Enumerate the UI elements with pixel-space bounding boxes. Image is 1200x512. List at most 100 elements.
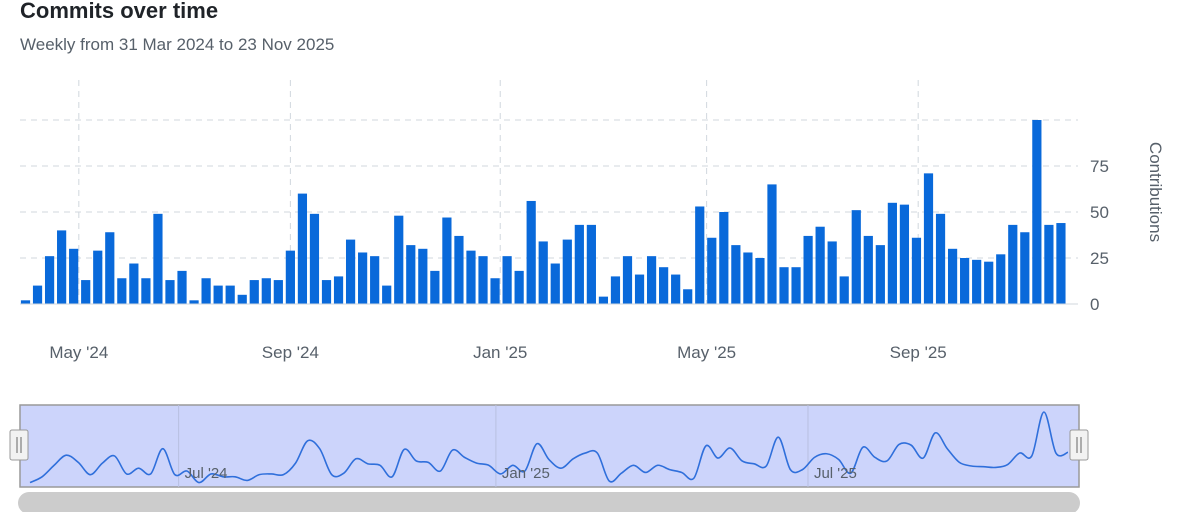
bar[interactable] [237, 294, 247, 304]
bar[interactable] [81, 280, 91, 304]
navigator[interactable]: Jul '24 Jan '25 Jul '25 [9, 404, 1089, 488]
bar[interactable] [358, 252, 368, 304]
bar[interactable] [598, 296, 609, 304]
bar[interactable] [683, 289, 693, 304]
bar[interactable] [478, 256, 488, 304]
bar[interactable] [514, 270, 524, 304]
bar[interactable] [418, 248, 428, 304]
bar[interactable] [201, 278, 211, 304]
bar[interactable] [20, 300, 31, 304]
bar[interactable] [538, 241, 548, 304]
navigator-left-handle[interactable] [9, 429, 29, 461]
bar[interactable] [875, 245, 885, 304]
bar[interactable] [695, 206, 705, 304]
navigator-grid [178, 405, 809, 487]
bar[interactable] [44, 256, 55, 304]
bar[interactable] [249, 280, 259, 304]
bar[interactable] [996, 254, 1006, 304]
bar[interactable] [610, 276, 621, 304]
bar[interactable] [309, 213, 320, 304]
bar[interactable] [129, 263, 139, 304]
x-tick-label: Sep '25 [890, 343, 947, 362]
bar[interactable] [562, 239, 572, 304]
bar[interactable] [117, 278, 127, 304]
bar[interactable] [755, 258, 765, 304]
bar[interactable] [394, 215, 404, 304]
bar[interactable] [1032, 120, 1042, 304]
bar[interactable] [1056, 223, 1066, 304]
bar[interactable] [141, 278, 151, 304]
bar[interactable] [923, 173, 934, 304]
bar[interactable] [430, 270, 440, 304]
bar[interactable] [297, 193, 308, 304]
navigator-scrollbar[interactable] [18, 492, 1080, 512]
bar[interactable] [863, 235, 873, 304]
bar[interactable] [911, 237, 922, 304]
bar[interactable] [622, 256, 633, 304]
bar[interactable] [285, 250, 295, 304]
navigator-series-line [29, 411, 1069, 484]
y-tick-label: 0 [1090, 295, 1099, 314]
bar[interactable] [225, 285, 235, 304]
bar[interactable] [69, 248, 79, 304]
bar[interactable] [851, 210, 861, 304]
bar[interactable] [345, 239, 356, 304]
bar[interactable] [707, 237, 717, 304]
bar[interactable] [105, 232, 115, 304]
navigator-tick-label: Jul '24 [185, 465, 228, 482]
bar[interactable] [574, 224, 584, 304]
bar[interactable] [382, 285, 392, 304]
bar[interactable] [261, 278, 271, 304]
bar[interactable] [189, 300, 199, 304]
bar[interactable] [646, 256, 657, 304]
bar[interactable] [634, 274, 645, 304]
navigator-selection[interactable] [19, 404, 1080, 488]
bar[interactable] [1008, 224, 1018, 304]
bar[interactable] [490, 278, 500, 304]
y-tick-label: 75 [1090, 157, 1109, 176]
bar[interactable] [815, 226, 825, 304]
bar[interactable] [947, 248, 958, 304]
bar[interactable] [719, 212, 729, 304]
navigator-right-handle[interactable] [1069, 429, 1089, 461]
bar[interactable] [671, 274, 681, 304]
bar[interactable] [502, 256, 512, 304]
bar[interactable] [93, 250, 103, 304]
bar[interactable] [370, 256, 380, 304]
bar[interactable] [779, 267, 789, 304]
bar[interactable] [57, 230, 67, 304]
bar[interactable] [827, 241, 837, 304]
bar[interactable] [454, 235, 464, 304]
bar[interactable] [406, 245, 416, 304]
bar[interactable] [972, 259, 982, 304]
bar[interactable] [32, 285, 43, 304]
bar[interactable] [321, 280, 332, 304]
bar[interactable] [839, 276, 849, 304]
bar[interactable] [767, 184, 777, 304]
bar[interactable] [1044, 224, 1054, 304]
bar[interactable] [333, 276, 344, 304]
bar[interactable] [466, 250, 476, 304]
bar[interactable] [273, 280, 283, 304]
bar[interactable] [659, 267, 669, 304]
bar[interactable] [526, 200, 536, 304]
bar[interactable] [213, 285, 223, 304]
bar[interactable] [153, 213, 163, 304]
bar[interactable] [177, 270, 187, 304]
bar[interactable] [935, 213, 946, 304]
chart-title: Commits over time [20, 0, 219, 23]
bar[interactable] [887, 202, 897, 304]
bar[interactable] [743, 252, 753, 304]
bar[interactable] [731, 245, 741, 304]
bar[interactable] [803, 235, 813, 304]
bar[interactable] [984, 261, 994, 304]
bar[interactable] [442, 217, 452, 304]
bar[interactable] [960, 258, 970, 304]
bar[interactable] [791, 267, 801, 304]
bar[interactable] [1020, 232, 1030, 304]
bar[interactable] [550, 263, 560, 304]
bar[interactable] [899, 204, 910, 304]
bar[interactable] [165, 280, 175, 304]
bar[interactable] [586, 224, 596, 304]
